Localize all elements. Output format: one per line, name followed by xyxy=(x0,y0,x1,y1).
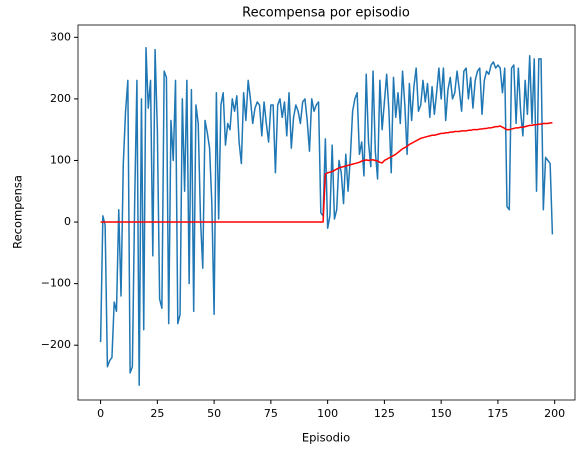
x-tick-label: 150 xyxy=(431,407,452,420)
y-tick-label: −200 xyxy=(41,338,71,351)
x-tick-label: 100 xyxy=(317,407,338,420)
y-tick-label: 300 xyxy=(50,30,71,43)
series-line xyxy=(100,122,553,223)
y-tick-label: 0 xyxy=(64,215,71,228)
plot-frame xyxy=(77,24,576,401)
series-line xyxy=(99,47,554,386)
x-tick-label: 50 xyxy=(207,407,221,420)
y-axis-label: Recompensa xyxy=(11,175,25,249)
x-axis-label: Episodio xyxy=(302,431,350,445)
y-tick-label: 100 xyxy=(50,153,71,166)
y-tick-label: 200 xyxy=(50,92,71,105)
chart-title: Recompensa por episodio xyxy=(242,6,410,21)
y-tick-label: −100 xyxy=(41,277,71,290)
x-tick-label: 0 xyxy=(97,407,104,420)
x-tick-label: 125 xyxy=(374,407,395,420)
x-tick-label: 175 xyxy=(487,407,508,420)
x-tick-label: 200 xyxy=(544,407,565,420)
x-tick-label: 25 xyxy=(150,407,164,420)
x-tick-label: 75 xyxy=(264,407,278,420)
